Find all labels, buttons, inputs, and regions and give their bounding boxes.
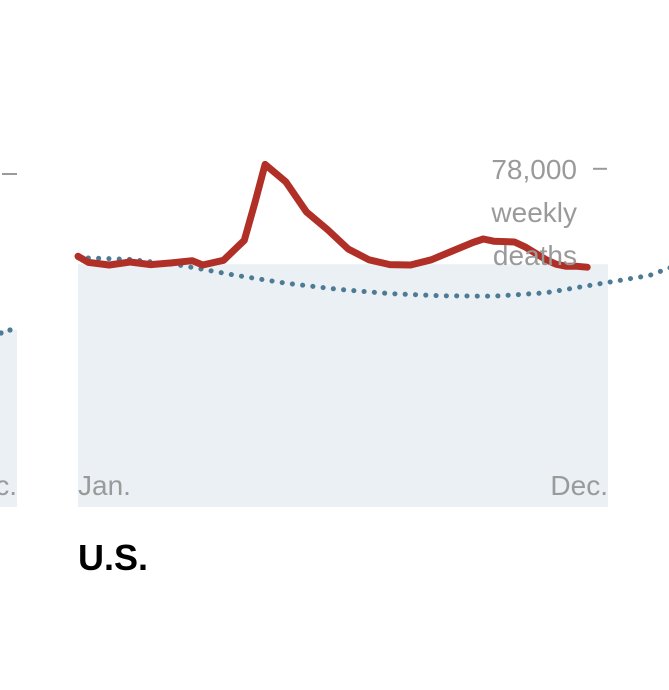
y-unit-label-line-2: deaths [493,240,577,271]
actual-deaths-line [74,160,591,271]
x-start-label: Jan. [78,470,131,501]
x-end-label: Dec. [550,470,608,501]
expected-range-area [78,264,608,507]
left-panel-dotted-point [0,330,4,336]
y-unit-label-line-1: weekly [490,197,577,228]
expected-deaths-dotted-line [75,255,669,299]
left-panel-end-label: Dec. [0,470,17,501]
us-panel: 78,000 weekly deaths Jan. Dec. U.S. [74,154,669,578]
left-panel-dotted-point [7,327,13,333]
left-clipped-panel: Dec. [0,173,17,507]
left-panel-background [0,330,17,507]
region-title: U.S. [78,537,148,578]
y-tick-label: 78,000 [491,154,577,185]
